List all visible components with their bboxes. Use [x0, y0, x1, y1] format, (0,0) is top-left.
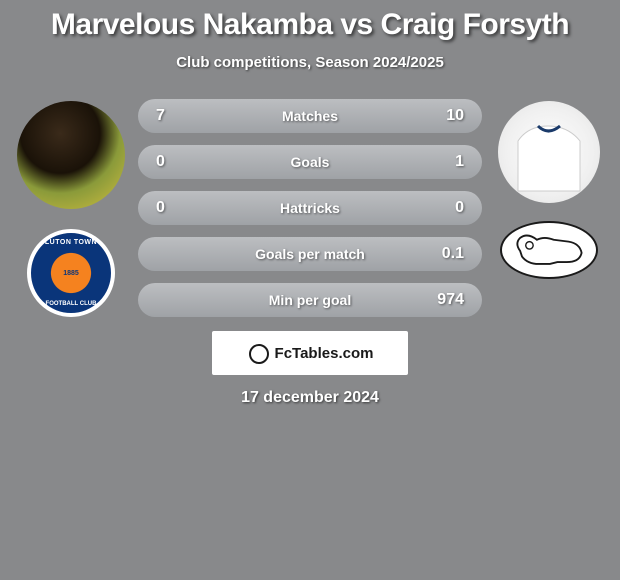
stat-left-value: 0: [156, 153, 196, 171]
stat-left-value: 0: [156, 199, 196, 217]
right-column: [486, 99, 612, 407]
stat-row-min-per-goal: Min per goal 974: [138, 283, 482, 317]
player-right-avatar: [498, 101, 600, 203]
player-right-club-badge: [500, 221, 598, 279]
player-left-club-badge: 1885: [27, 229, 115, 317]
subtitle: Club competitions, Season 2024/2025: [0, 54, 620, 71]
stat-right-value: 0.1: [424, 245, 464, 263]
content-area: 1885 7 Matches 10 0 Goals 1 0 Hattricks …: [0, 99, 620, 407]
stats-column: 7 Matches 10 0 Goals 1 0 Hattricks 0 Goa…: [134, 99, 486, 407]
stat-row-goals: 0 Goals 1: [138, 145, 482, 179]
comparison-card: Marvelous Nakamba vs Craig Forsyth Club …: [0, 0, 620, 407]
stat-row-hattricks: 0 Hattricks 0: [138, 191, 482, 225]
stat-right-value: 10: [424, 107, 464, 125]
stat-label: Goals per match: [196, 246, 424, 262]
stat-right-value: 0: [424, 199, 464, 217]
branding-logo-icon: [247, 342, 269, 364]
stat-right-value: 974: [424, 291, 464, 309]
stat-label: Min per goal: [196, 292, 424, 308]
left-column: 1885: [8, 99, 134, 407]
stat-row-matches: 7 Matches 10: [138, 99, 482, 133]
stat-label: Goals: [196, 154, 424, 170]
jersey-icon: [498, 101, 600, 203]
branding-box[interactable]: FcTables.com: [212, 331, 408, 375]
stat-right-value: 1: [424, 153, 464, 171]
stat-label: Matches: [196, 108, 424, 124]
page-title: Marvelous Nakamba vs Craig Forsyth: [0, 8, 620, 42]
stat-left-value: 7: [156, 107, 196, 125]
ram-icon: [502, 223, 596, 277]
stat-label: Hattricks: [196, 200, 424, 216]
badge-year-icon: 1885: [63, 270, 79, 277]
branding-text: FcTables.com: [275, 345, 374, 362]
date-label: 17 december 2024: [138, 389, 482, 407]
player-left-avatar: [17, 101, 125, 209]
stat-row-goals-per-match: Goals per match 0.1: [138, 237, 482, 271]
